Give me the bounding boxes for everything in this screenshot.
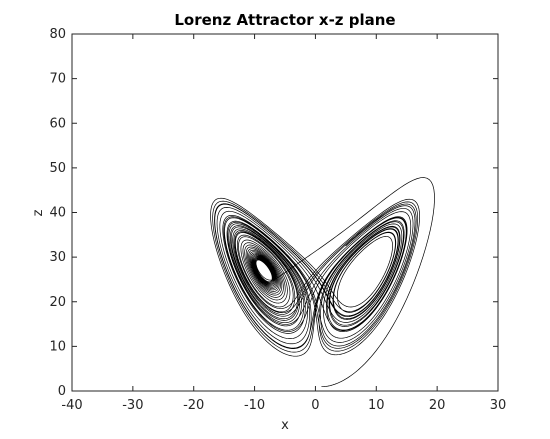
chart-title: Lorenz Attractor x-z plane: [174, 11, 395, 29]
x-tick-label: -10: [244, 398, 265, 413]
x-tick-label: 10: [368, 398, 385, 413]
y-tick-label: 10: [49, 339, 66, 354]
x-tick-label: 20: [429, 398, 446, 413]
y-tick-label: 80: [49, 27, 66, 42]
y-tick-label: 30: [49, 250, 66, 265]
y-tick-label: 40: [49, 206, 66, 221]
x-tick-label: -20: [183, 398, 204, 413]
plot-area: [210, 177, 435, 388]
y-tick-label: 20: [49, 295, 66, 310]
x-axis-label: x: [281, 418, 289, 433]
lorenz-trajectory-line: [210, 177, 435, 388]
y-tick-label: 0: [58, 384, 66, 399]
y-axis: 0 10 20 30 40 50 60 70 80: [49, 27, 498, 399]
y-axis-label: z: [31, 209, 46, 216]
x-tick-label: -30: [122, 398, 143, 413]
x-axis: -40 -30 -20 -10 0 10 20 30: [61, 34, 506, 413]
x-tick-label: -40: [61, 398, 82, 413]
axes-box: [71, 33, 499, 392]
x-tick-label: 30: [490, 398, 507, 413]
y-tick-label: 60: [49, 116, 66, 131]
x-tick-label: 0: [311, 398, 319, 413]
y-tick-label: 50: [49, 161, 66, 176]
y-tick-label: 70: [49, 72, 66, 87]
